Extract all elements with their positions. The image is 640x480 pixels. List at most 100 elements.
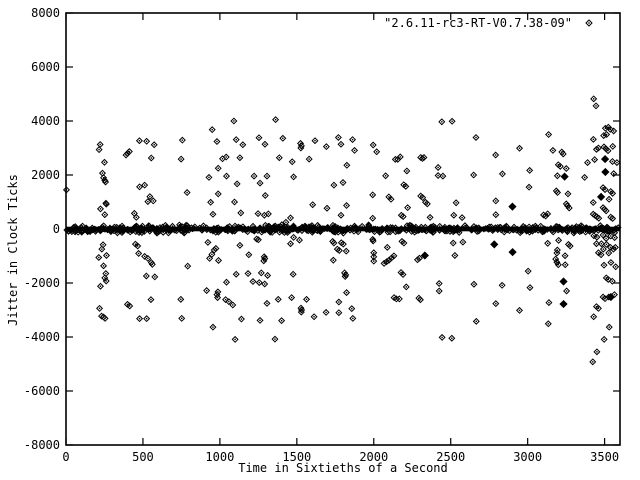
data-point-center-dot [495,213,497,216]
data-point [581,173,589,181]
band-point-center-dot [378,231,381,234]
band-point-center-dot [474,227,477,230]
band-point-center-dot [367,228,369,231]
data-point-center-dot [264,194,266,197]
data-point [369,191,377,199]
data-point [101,274,109,282]
band-point-center-dot [526,229,529,232]
band-point-center-dot [143,230,146,233]
data-point-center-dot [372,144,374,146]
data-point-center-dot [102,177,105,179]
data-point-center-dot [105,203,108,205]
band-point-center-dot [273,228,275,230]
data-point-center-dot [181,139,184,141]
band-point-center-dot [504,228,507,231]
data-point [492,300,500,308]
data-point [434,163,442,171]
band-point [200,222,207,230]
data-point-center-dot [406,206,409,209]
band-point-center-dot [263,229,266,231]
data-point-center-dot [564,255,566,257]
data-point-center-dot [137,245,139,247]
data-point [100,158,108,166]
data-point-center-dot [608,252,610,254]
data-point [244,270,252,278]
data-point [419,194,427,202]
band-point [135,229,143,236]
band-point-center-dot [182,229,185,231]
data-point-center-dot [518,147,521,149]
band-point-center-dot [119,226,121,229]
data-point [214,256,223,264]
data-point-center-dot [150,298,152,301]
data-point-center-dot [145,140,148,142]
data-point-center-dot [145,317,148,320]
band-point-center-dot [156,227,158,229]
data-point [236,241,244,249]
data-point-center-dot [422,196,424,199]
data-point-center-dot [253,175,255,177]
data-point [602,207,610,215]
data-point-center-dot [98,256,100,259]
data-point-center-dot [346,164,348,166]
data-point [602,240,610,248]
data-point-center-dot [610,190,612,193]
band-point-center-dot [264,224,267,226]
data-point-center-dot [137,252,140,255]
band-point [473,224,480,232]
band-point [169,226,177,233]
data-point-center-dot [248,254,250,256]
data-point-center-dot [607,126,610,128]
band-point [232,226,240,234]
data-point [271,335,279,343]
band-point-center-dot [242,225,244,228]
data-point [178,136,186,144]
data-point [609,214,617,222]
data-point [237,315,245,323]
data-point-center-dot [149,195,151,198]
data-point-center-dot [544,215,547,217]
band-point [118,222,126,230]
data-point [343,161,351,169]
data-point-center-dot [423,156,425,159]
data-point-bold [596,192,606,201]
band-point-center-dot [528,226,530,228]
data-point-center-dot [138,186,141,188]
data-point [544,239,552,247]
data-point-center-dot [326,207,328,209]
data-point [609,189,617,197]
band-point [578,227,585,235]
data-point-center-dot [102,265,105,267]
data-point [144,198,152,206]
data-point [526,166,534,174]
data-point-center-dot [225,156,227,158]
band-point-center-dot [358,227,361,230]
data-point-center-dot [351,307,353,310]
data-point [448,334,456,342]
data-point [597,240,605,248]
data-point-center-dot [138,140,141,142]
band-point-center-dot [110,228,113,230]
data-point-center-dot [429,216,431,219]
band-point-center-dot [236,227,238,229]
data-point-center-dot [217,193,219,195]
data-point [126,302,134,310]
data-point [230,117,238,125]
band-point-center-dot [296,229,299,232]
band-point-center-dot [281,223,283,226]
band-point-center-dot [99,230,102,232]
data-point-center-dot [325,145,328,148]
data-point-center-dot [267,213,270,215]
data-point-center-dot [101,248,103,250]
data-point-center-dot [406,170,408,172]
band-point [108,225,115,233]
data-point-center-dot [147,257,149,260]
data-point [343,289,351,297]
data-point-center-dot [461,216,463,219]
data-point-center-dot [612,172,615,175]
band-point [392,228,399,236]
data-point-center-dot [300,311,302,313]
data-point-center-dot [224,298,227,301]
data-point-center-dot [266,302,268,305]
band-point-center-dot [267,228,269,231]
